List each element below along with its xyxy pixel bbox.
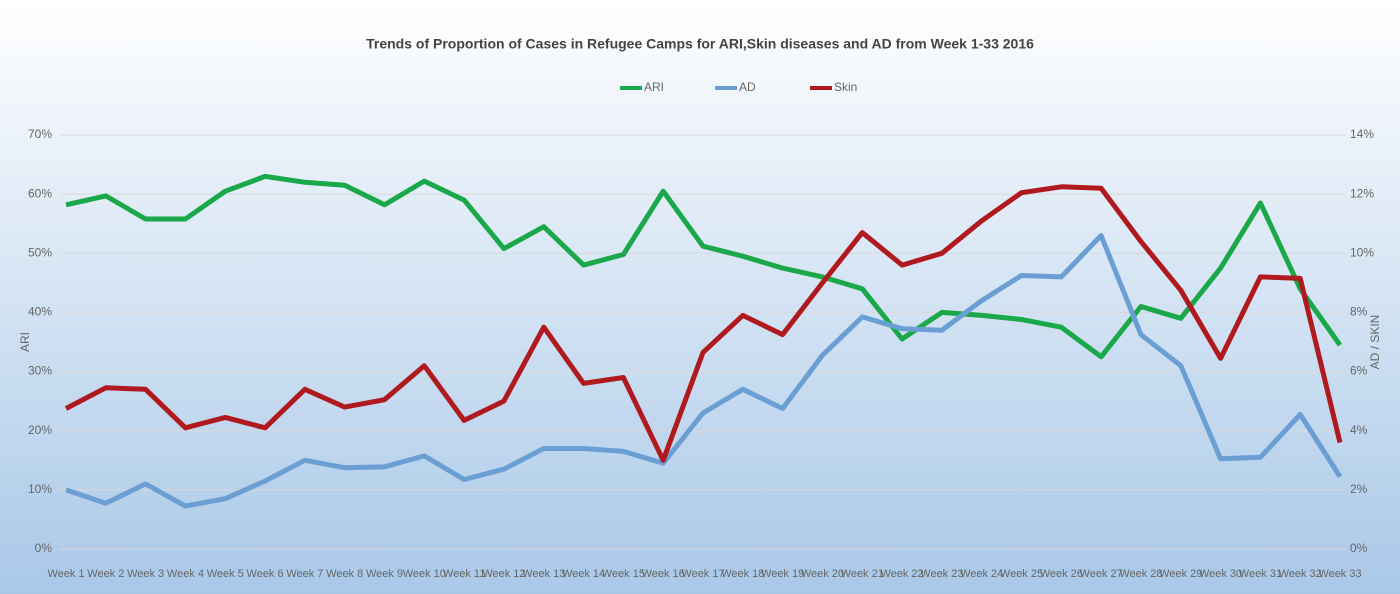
- x-tick-label: Week 8: [326, 568, 363, 580]
- y-tick-label: 50%: [28, 245, 52, 259]
- y-tick-label: 0%: [35, 541, 53, 555]
- legend-label: AD: [739, 80, 756, 94]
- x-tick-label: Week 13: [522, 568, 565, 580]
- y-tick-label: 60%: [28, 186, 52, 200]
- series-line: [65, 233, 1343, 509]
- x-tick-label: Week 33: [1318, 568, 1361, 580]
- y-tick-label: 40%: [28, 305, 52, 319]
- y-tick-label: 70%: [28, 127, 52, 141]
- x-tick-label: Week 21: [841, 568, 884, 580]
- x-tick-label: Week 23: [920, 568, 963, 580]
- y2-tick-label: 4%: [1350, 423, 1368, 437]
- y2-tick-label: 8%: [1350, 305, 1368, 319]
- x-tick-label: Week 12: [482, 568, 525, 580]
- x-tick-label: Week 11: [443, 568, 485, 580]
- x-tick-label: Week 14: [562, 568, 605, 580]
- series-line: [64, 184, 1343, 463]
- x-tick-label: Week 4: [167, 568, 204, 580]
- x-tick-label: Week 15: [602, 568, 645, 580]
- x-tick-label: Week 17: [681, 568, 724, 580]
- x-tick-label: Week 28: [1119, 568, 1162, 580]
- x-tick-label: Week 10: [403, 568, 446, 580]
- y-axis-label: ARI: [18, 332, 32, 352]
- y2-tick-label: 2%: [1350, 482, 1368, 496]
- x-tick-label: Week 25: [1000, 568, 1043, 580]
- y2-tick-label: 6%: [1350, 364, 1368, 378]
- chart-title: Trends of Proportion of Cases in Refugee…: [366, 36, 1034, 52]
- x-tick-label: Week 16: [642, 568, 685, 580]
- x-tick-label: Week 3: [127, 568, 164, 580]
- x-tick-label: Week 27: [1080, 568, 1123, 580]
- y2-tick-label: 14%: [1350, 127, 1374, 141]
- x-tick-label: Week 9: [366, 568, 403, 580]
- y-tick-label: 10%: [28, 482, 52, 496]
- x-tick-label: Week 20: [801, 568, 844, 580]
- x-tick-label: Week 7: [286, 568, 323, 580]
- legend-label: Skin: [834, 80, 857, 94]
- y2-tick-label: 10%: [1350, 245, 1374, 259]
- x-tick-label: Week 6: [247, 568, 284, 580]
- y2-tick-label: 12%: [1350, 186, 1374, 200]
- x-tick-label: Week 24: [960, 568, 1003, 580]
- x-tick-label: Week 5: [207, 568, 244, 580]
- y-tick-label: 30%: [28, 364, 52, 378]
- legend-label: ARI: [644, 80, 664, 94]
- x-tick-label: Week 31: [1239, 568, 1282, 580]
- series-line: [65, 173, 1343, 360]
- y2-tick-label: 0%: [1350, 541, 1368, 555]
- x-tick-label: Week 29: [1159, 568, 1202, 580]
- y-tick-label: 20%: [28, 423, 52, 437]
- x-tick-label: Week 32: [1279, 568, 1322, 580]
- x-tick-label: Week 30: [1199, 568, 1242, 580]
- x-tick-label: Week 1: [47, 568, 84, 580]
- x-tick-label: Week 26: [1040, 568, 1083, 580]
- x-tick-label: Week 18: [721, 568, 764, 580]
- x-tick-label: Week 19: [761, 568, 804, 580]
- x-tick-label: Week 2: [87, 568, 124, 580]
- x-tick-label: Week 22: [880, 568, 923, 580]
- y2-axis-label: AD / SKIN: [1368, 315, 1382, 370]
